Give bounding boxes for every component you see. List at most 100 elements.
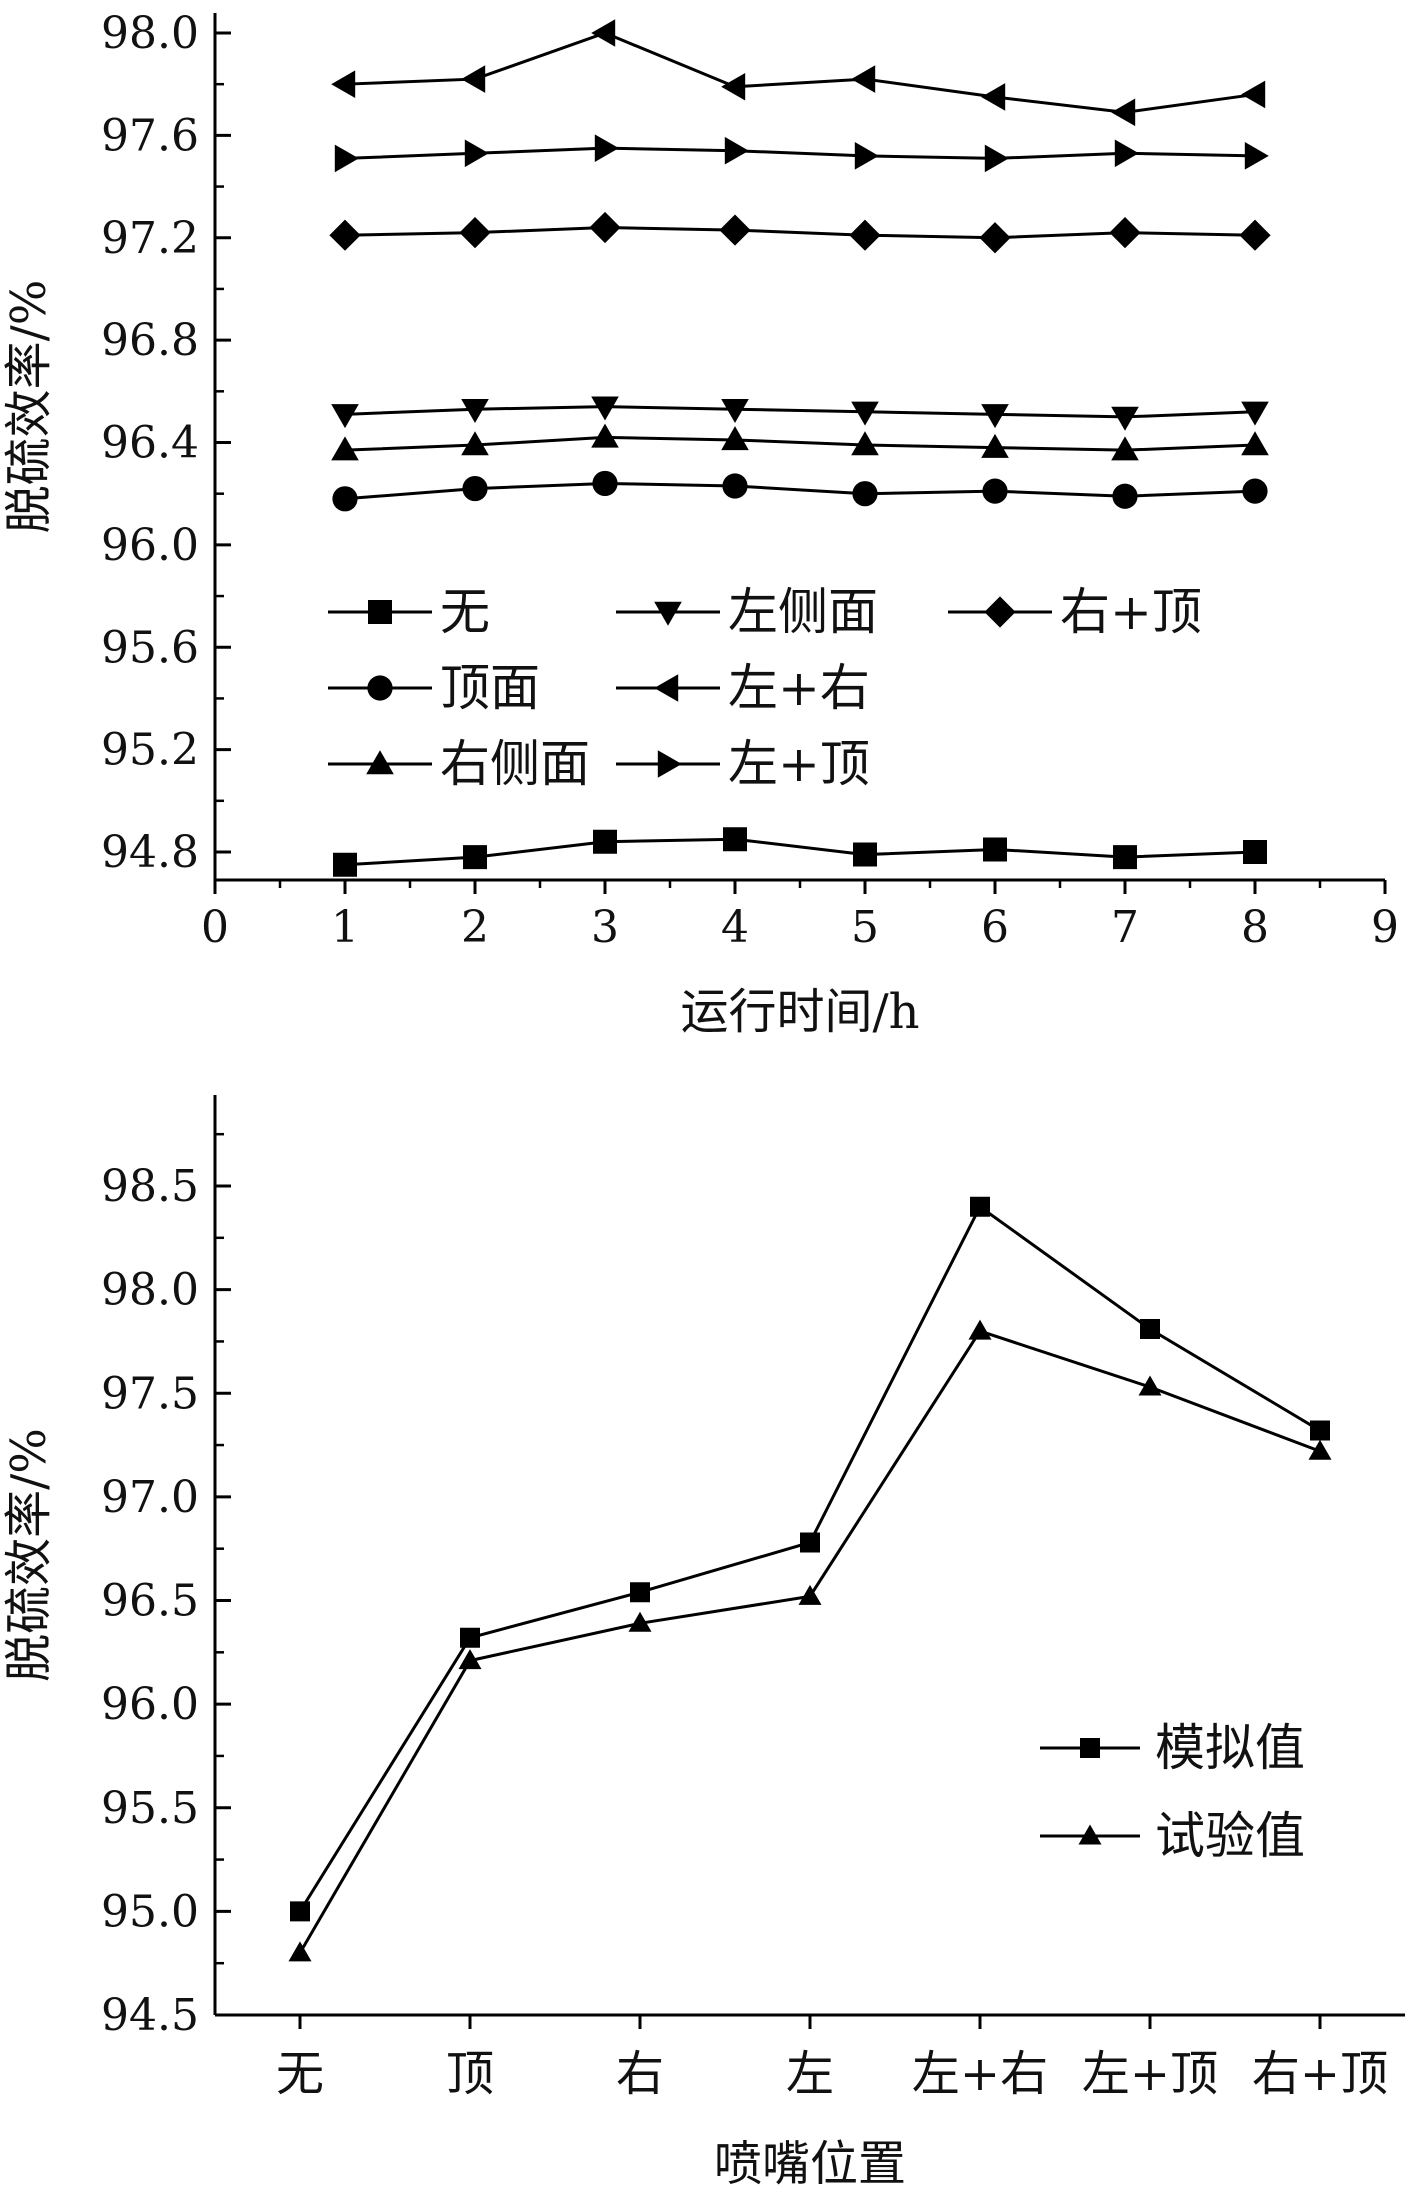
series-line [344,481,1256,501]
y-tick-label: 95.0 [101,1886,199,1937]
series-line-6 [329,211,1271,254]
data-point [463,845,487,870]
data-point [970,1196,990,1217]
x-tick-label: 9 [1371,902,1399,953]
series-line-1 [332,470,1268,512]
data-point [1242,478,1268,504]
y-tick-label: 96.0 [101,520,199,571]
data-point [1113,845,1137,870]
series-line-1 [288,1319,1332,1962]
data-point [461,65,486,93]
data-point [458,1649,482,1670]
y-axis-label: 脱硫效率/% [1,280,57,534]
data-point [849,219,881,251]
data-point [1111,98,1136,127]
data-point [461,431,489,456]
data-point [331,404,359,429]
x-tick-label: 右+顶 [1252,2046,1388,2102]
legend-label: 左+右 [728,659,870,717]
series-line [344,435,1256,452]
series-line-0 [333,827,1267,877]
legend-marker [1080,1738,1100,1758]
data-point [798,1584,822,1605]
data-point [459,217,491,249]
data-point [1241,401,1269,426]
x-tick-label: 左 [786,2046,834,2102]
y-tick-label: 97.6 [101,110,199,161]
data-point [979,222,1011,254]
data-point [981,83,1006,111]
y-tick-label: 96.0 [101,1679,199,1730]
x-tick-label: 左+顶 [1082,2046,1218,2102]
legend-label: 顶面 [440,659,540,717]
x-tick-label: 8 [1241,902,1269,953]
data-point [1239,219,1271,251]
legend-label: 左侧面 [728,583,878,641]
series-line-4 [331,19,1266,127]
y-tick-label: 97.5 [101,1368,199,1419]
y-tick-label: 96.8 [101,315,199,366]
legend-marker [368,600,392,624]
data-point [334,144,359,173]
series-line-3 [331,396,1269,431]
x-tick-label: 1 [331,902,359,953]
series-line [344,837,1256,867]
data-point [981,404,1009,429]
data-point [591,423,619,448]
data-point [983,837,1007,862]
data-point [854,142,879,170]
data-point [1308,1439,1332,1460]
data-point [331,70,356,98]
data-point [1111,406,1139,431]
x-tick-label: 5 [851,902,879,953]
legend-label: 左+顶 [728,735,870,793]
x-tick-label: 4 [721,902,749,953]
y-tick-label: 94.8 [101,827,199,878]
data-point [800,1532,820,1553]
data-point [1138,1375,1162,1396]
data-point [1112,483,1138,509]
y-tick-label: 97.0 [101,1472,199,1523]
data-point [722,473,748,499]
legend-marker [367,675,393,701]
data-point [591,19,616,47]
x-tick-label: 7 [1111,902,1139,953]
legend-marker [1078,1824,1102,1845]
data-point [332,486,358,512]
data-point [1241,80,1266,109]
series-line-2 [331,423,1269,461]
legend-label: 模拟值 [1155,1719,1305,1777]
y-tick-label: 94.5 [101,1990,199,2041]
data-point [982,478,1008,504]
y-tick-label: 98.0 [101,1265,199,1316]
x-tick-label: 右 [616,2046,664,2102]
legend-label: 无 [440,583,490,641]
y-axis-label: 脱硫效率/% [1,1428,57,1682]
series-line [298,1204,1321,1913]
data-point [1109,217,1141,249]
data-point [851,431,879,456]
y-tick-label: 95.6 [101,622,199,673]
chart-nozzle-position: 94.5 95.0 95.5 96.0 96.5 97.0 97.5 98.0 98.5 无 顶 右 左… [1,1095,1405,2192]
data-point [462,475,488,502]
data-point [724,136,749,165]
legend-marker [984,596,1016,628]
x-tick-label: 3 [591,902,619,953]
legend-label: 右侧面 [440,735,590,793]
x-tick-label: 顶 [446,2046,494,2102]
data-point [288,1941,312,1962]
x-tick-label: 0 [201,902,229,953]
data-point [1310,1420,1330,1441]
legend-marker [366,750,394,775]
data-point [630,1582,650,1603]
data-point [1140,1319,1160,1340]
series-line [344,146,1256,160]
x-axis-label: 喷嘴位置 [714,2136,906,2192]
data-point [329,219,361,251]
y-tick-label: 98.5 [101,1161,199,1212]
data-point [593,829,617,854]
data-point [1244,142,1269,170]
data-point [984,144,1009,173]
